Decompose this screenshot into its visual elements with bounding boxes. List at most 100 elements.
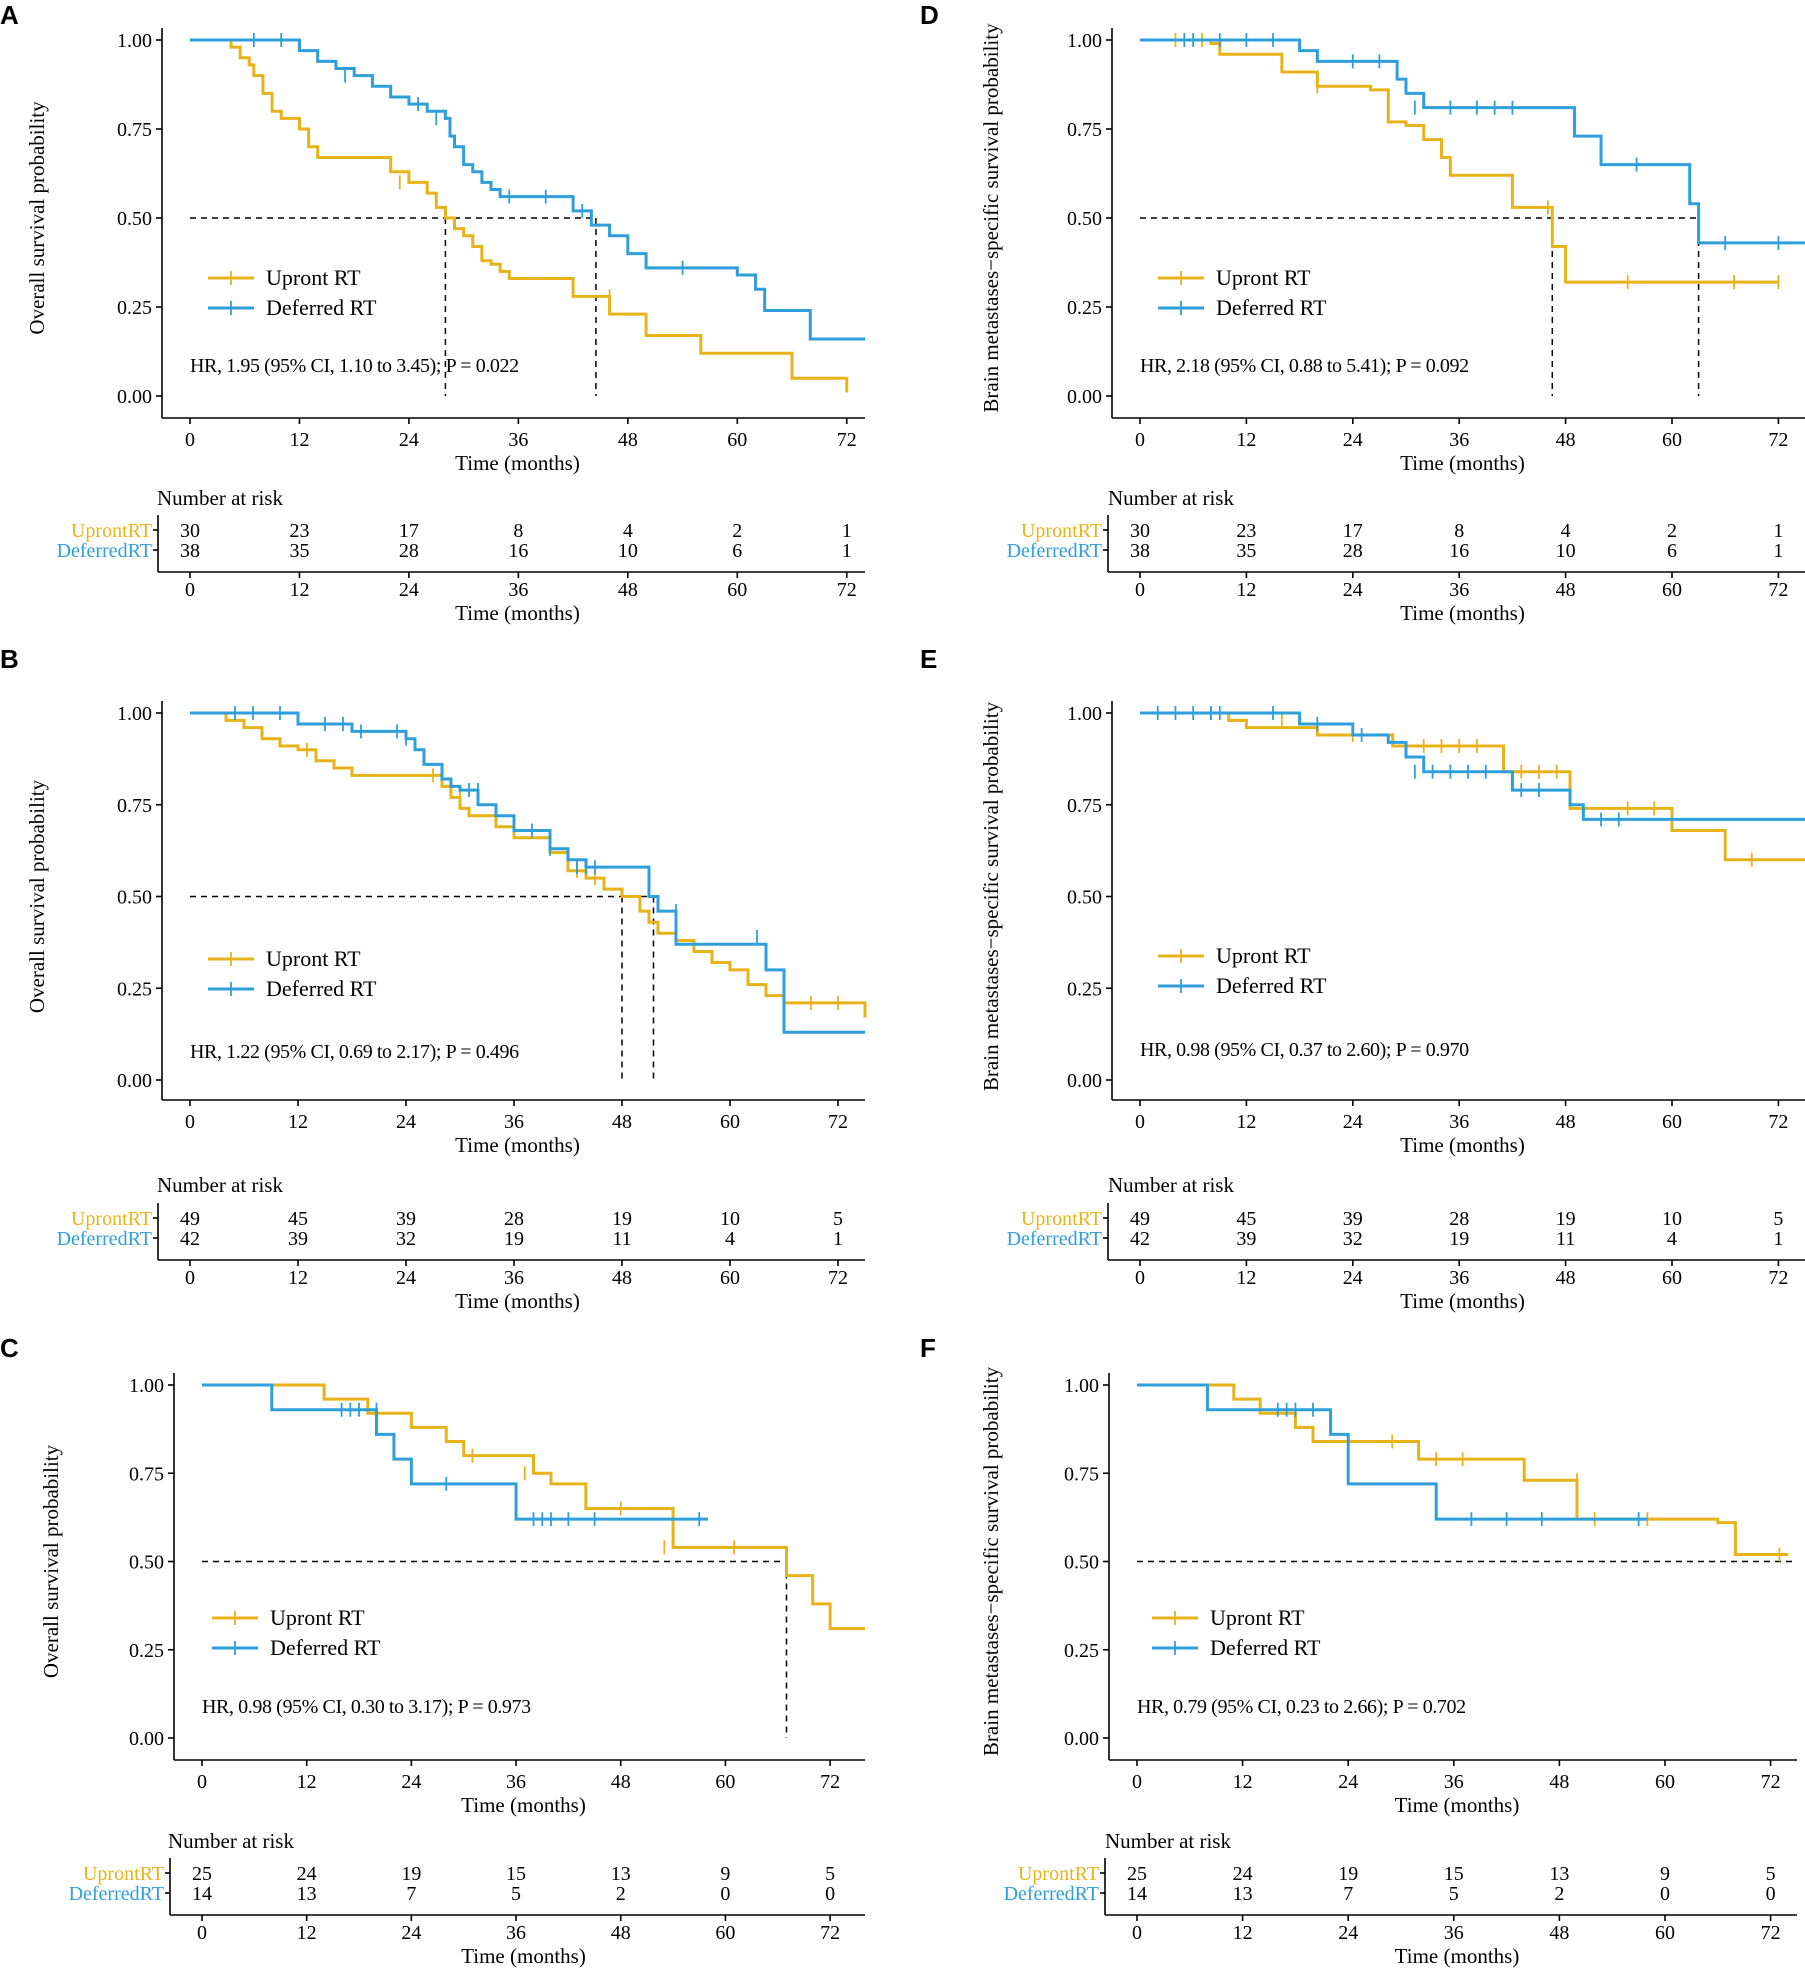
risk-count-deferred: 42 bbox=[1130, 1228, 1150, 1250]
legend: Upront RT Deferred RT bbox=[208, 946, 377, 1001]
km-curve-deferred bbox=[190, 38, 865, 341]
y-tick-label: 0.25 bbox=[117, 297, 152, 319]
x-tick-label: 0 bbox=[197, 1771, 207, 1793]
risk-x-tick-label: 36 bbox=[504, 1267, 524, 1289]
risk-count-upfront: 24 bbox=[297, 1863, 317, 1885]
km-curve-upfront bbox=[202, 1383, 865, 1631]
risk-count-upfront: 15 bbox=[1444, 1863, 1464, 1885]
risk-count-deferred: 0 bbox=[1766, 1883, 1776, 1905]
risk-x-tick-label: 60 bbox=[1662, 1267, 1682, 1289]
risk-table-title: Number at risk bbox=[1108, 486, 1234, 510]
y-tick-label: 0.25 bbox=[1064, 1640, 1099, 1662]
risk-table-title: Number at risk bbox=[1108, 1173, 1234, 1197]
risk-count-deferred: 38 bbox=[180, 540, 200, 562]
x-tick-label: 0 bbox=[1135, 1111, 1145, 1133]
risk-count-upfront: 4 bbox=[1561, 520, 1571, 542]
x-axis-label: Time (months) bbox=[1395, 1793, 1520, 1817]
risk-count-upfront: 17 bbox=[1343, 520, 1363, 542]
y-axis-label: Brain metastases−specific survival proba… bbox=[979, 701, 1003, 1091]
risk-count-deferred: 28 bbox=[1343, 540, 1363, 562]
risk-row-label-upfront: UprontRT bbox=[1021, 1208, 1102, 1230]
legend-label-upfront: Upront RT bbox=[270, 1605, 365, 1630]
risk-count-deferred: 28 bbox=[399, 540, 419, 562]
risk-x-tick-label: 12 bbox=[288, 1267, 308, 1289]
panel-a: A Overall survival probability 0.00 0.25 0.5… bbox=[0, 0, 865, 625]
x-tick-label: 60 bbox=[727, 429, 747, 451]
risk-count-deferred: 0 bbox=[720, 1883, 730, 1905]
risk-count-upfront: 5 bbox=[1773, 1208, 1783, 1230]
risk-count-upfront: 28 bbox=[1449, 1208, 1469, 1230]
panel-letter: F bbox=[920, 1333, 936, 1363]
x-tick-label: 24 bbox=[1343, 1111, 1363, 1133]
y-tick-label: 1.00 bbox=[129, 1375, 164, 1397]
legend: Upront RT Deferred RT bbox=[1152, 1605, 1321, 1660]
risk-count-upfront: 13 bbox=[611, 1863, 631, 1885]
x-tick-label: 0 bbox=[1132, 1771, 1142, 1793]
y-tick-label: 0.25 bbox=[1067, 978, 1102, 1000]
risk-x-tick-label: 48 bbox=[1549, 1922, 1569, 1944]
x-tick-label: 0 bbox=[1135, 429, 1145, 451]
risk-count-upfront: 1 bbox=[842, 520, 852, 542]
y-tick-label: 1.00 bbox=[1067, 30, 1102, 52]
hazard-ratio-text: HR, 1.22 (95% CI, 0.69 to 2.17); P = 0.4… bbox=[190, 1041, 519, 1063]
risk-x-tick-label: 48 bbox=[618, 579, 638, 601]
risk-table: Number at riskUprontRTDeferredRT49420453… bbox=[1007, 1173, 1805, 1313]
risk-count-upfront: 17 bbox=[399, 520, 419, 542]
legend-label-upfront: Upront RT bbox=[266, 265, 361, 290]
risk-count-upfront: 8 bbox=[513, 520, 523, 542]
risk-count-deferred: 16 bbox=[1449, 540, 1469, 562]
panel-f: F Brain metastases−specific survival prob… bbox=[920, 1333, 1797, 1968]
risk-x-tick-label: 0 bbox=[1132, 1922, 1142, 1944]
x-tick-label: 60 bbox=[1655, 1771, 1675, 1793]
risk-count-deferred: 10 bbox=[1556, 540, 1576, 562]
x-tick-label: 24 bbox=[1338, 1771, 1358, 1793]
risk-x-tick-label: 36 bbox=[1449, 1267, 1469, 1289]
x-tick-label: 60 bbox=[715, 1771, 735, 1793]
risk-x-tick-label: 0 bbox=[1135, 1267, 1145, 1289]
legend: Upront RT Deferred RT bbox=[1158, 265, 1327, 320]
x-tick-label: 12 bbox=[1236, 1111, 1256, 1133]
y-tick-label: 0.50 bbox=[117, 208, 152, 230]
x-tick-label: 72 bbox=[1768, 1111, 1788, 1133]
x-tick-label: 36 bbox=[506, 1771, 526, 1793]
risk-count-upfront: 19 bbox=[401, 1863, 421, 1885]
km-curve-upfront bbox=[1137, 1383, 1789, 1556]
risk-count-deferred: 19 bbox=[504, 1228, 524, 1250]
y-tick-label: 1.00 bbox=[117, 30, 152, 52]
panel-letter: E bbox=[920, 644, 937, 674]
risk-count-upfront: 30 bbox=[1130, 520, 1150, 542]
risk-x-tick-label: 36 bbox=[1444, 1922, 1464, 1944]
y-tick-label: 0.00 bbox=[1067, 1070, 1102, 1092]
x-tick-label: 36 bbox=[1449, 1111, 1469, 1133]
risk-table-title: Number at risk bbox=[157, 1173, 283, 1197]
risk-count-upfront: 9 bbox=[1660, 1863, 1670, 1885]
risk-count-deferred: 7 bbox=[1343, 1883, 1353, 1905]
x-tick-label: 72 bbox=[828, 1111, 848, 1133]
risk-table-title: Number at risk bbox=[157, 486, 283, 510]
risk-count-deferred: 38 bbox=[1130, 540, 1150, 562]
risk-row-label-deferred: DeferredRT bbox=[69, 1883, 164, 1905]
risk-x-tick-label: 48 bbox=[612, 1267, 632, 1289]
y-tick-label: 0.50 bbox=[1067, 887, 1102, 909]
risk-count-deferred: 6 bbox=[732, 540, 742, 562]
risk-count-deferred: 16 bbox=[508, 540, 528, 562]
risk-count-upfront: 10 bbox=[720, 1208, 740, 1230]
x-axis-label: Time (months) bbox=[455, 451, 580, 475]
risk-count-upfront: 1 bbox=[1773, 520, 1783, 542]
x-tick-label: 24 bbox=[399, 429, 419, 451]
risk-x-tick-label: 12 bbox=[1233, 1922, 1253, 1944]
risk-count-deferred: 1 bbox=[1773, 540, 1783, 562]
risk-table: Number at riskUprontRTDeferredRT25140241… bbox=[1004, 1829, 1797, 1968]
x-tick-label: 72 bbox=[1761, 1771, 1781, 1793]
risk-table-title: Number at risk bbox=[1105, 1829, 1231, 1853]
risk-x-tick-label: 12 bbox=[1236, 579, 1256, 601]
km-curve-deferred bbox=[1140, 38, 1805, 245]
risk-count-deferred: 32 bbox=[1343, 1228, 1363, 1250]
risk-x-tick-label: 24 bbox=[1338, 1922, 1358, 1944]
y-axis-label: Overall survival probability bbox=[25, 779, 49, 1013]
risk-count-upfront: 2 bbox=[1667, 520, 1677, 542]
risk-table: Number at riskUprontRTDeferredRT30380233… bbox=[1007, 486, 1805, 625]
y-tick-label: 0.75 bbox=[117, 795, 152, 817]
risk-count-upfront: 5 bbox=[825, 1863, 835, 1885]
hazard-ratio-text: HR, 0.98 (95% CI, 0.30 to 3.17); P = 0.9… bbox=[202, 1696, 531, 1718]
